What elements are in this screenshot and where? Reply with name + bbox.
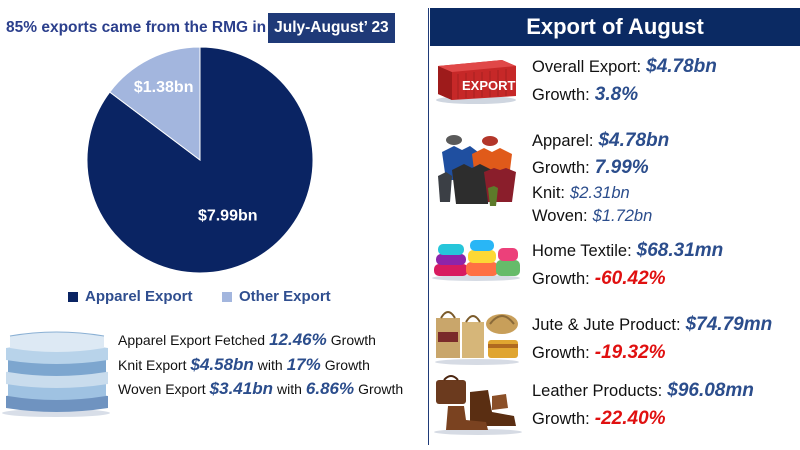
row-value: $1.72bn — [592, 207, 653, 225]
pie-slice-other-export — [109, 46, 201, 162]
rmg-line-value: 6.86% — [305, 379, 355, 398]
legend-label-other: Other Export — [239, 288, 331, 305]
panel-divider — [428, 8, 429, 445]
pie-data-label: $7.99bn — [198, 208, 258, 225]
pie-data-label: $1.38bn — [134, 79, 194, 96]
leather-growth-row: Growth: -22.40% — [532, 408, 666, 430]
row-value: 3.8% — [594, 84, 639, 105]
row-value: $2.31bn — [570, 184, 630, 202]
jute-row: Jute & Jute Product: $74.79mn — [532, 314, 772, 336]
rmg-line-value: $3.41bn — [209, 379, 273, 398]
row-value: $68.31mn — [636, 240, 724, 261]
row-value: $96.08mn — [667, 380, 754, 401]
row-value: -60.42% — [594, 268, 666, 289]
row-label: Growth: — [532, 270, 590, 288]
jute-bags-icon — [435, 311, 519, 365]
apparel-growth-row: Growth: 7.99% — [532, 157, 649, 179]
legend-other: Other Export — [222, 288, 331, 305]
leather-row: Leather Products: $96.08mn — [532, 380, 754, 402]
home-textile-growth-row: Growth: -60.42% — [532, 268, 666, 290]
rmg-line-label: Growth — [358, 381, 404, 397]
row-label: Growth: — [532, 344, 590, 362]
container-label: EXPORT — [462, 78, 516, 93]
row-label: Growth: — [532, 159, 590, 177]
apparel-row: Apparel: $4.78bn — [532, 130, 669, 152]
rmg-line-knit: Knit Export $4.58bn with 17% Growth — [118, 355, 370, 375]
rmg-line-label: Apparel Export Fetched — [118, 332, 266, 348]
row-label: Growth: — [532, 410, 590, 428]
row-value: -22.40% — [594, 408, 666, 429]
legend-swatch-other — [222, 291, 232, 302]
rmg-line-apparel: Apparel Export Fetched 12.46% Growth — [118, 330, 376, 350]
row-label: Woven: — [532, 207, 588, 225]
folded-clothes-image — [2, 331, 110, 417]
row-label: Leather Products: — [532, 382, 663, 400]
chart-title-period: July-August’ 23 — [268, 13, 395, 43]
rmg-line-value: 17% — [286, 355, 321, 374]
overall-export-row: Overall Export: $4.78bn — [532, 56, 717, 78]
row-value: -19.32% — [594, 342, 666, 363]
chart-title-text: 85% exports came from the RMG in — [6, 19, 267, 36]
row-label: Overall Export: — [532, 58, 642, 76]
shipping-container-icon: EXPORT — [436, 60, 516, 104]
row-value: 7.99% — [594, 157, 649, 178]
row-label: Knit: — [532, 184, 566, 202]
row-label: Jute & Jute Product: — [532, 316, 681, 334]
rmg-line-value: $4.58bn — [190, 355, 254, 374]
pie-chart: $7.99bn $1.38bn — [86, 46, 314, 274]
row-value: $4.78bn — [598, 130, 670, 151]
row-value: $74.79mn — [685, 314, 773, 335]
rmg-line-value: 12.46% — [269, 330, 327, 349]
woven-row: Woven: $1.72bn — [532, 207, 652, 226]
row-value: $4.78bn — [646, 56, 717, 77]
chart-title: 85% exports came from the RMG in July-Au… — [6, 13, 395, 43]
home-textile-row: Home Textile: $68.31mn — [532, 240, 723, 262]
legend-swatch-apparel — [68, 291, 78, 302]
rmg-line-label: Growth — [324, 357, 370, 373]
rmg-line-woven: Woven Export $3.41bn with 6.86% Growth — [118, 379, 403, 399]
rmg-line-label: Woven Export — [118, 381, 206, 397]
apparel-clothes-icon — [438, 135, 516, 206]
rmg-line-label: with — [257, 357, 283, 373]
towels-icon — [432, 240, 520, 281]
jute-growth-row: Growth: -19.32% — [532, 342, 666, 364]
rmg-line-label: Growth — [330, 332, 376, 348]
legend-label-apparel: Apparel Export — [85, 288, 193, 305]
row-label: Growth: — [532, 86, 590, 104]
rmg-line-label: Knit Export — [118, 357, 187, 373]
row-label: Apparel: — [532, 132, 594, 150]
row-label: Home Textile: — [532, 242, 632, 260]
leather-products-icon — [434, 375, 522, 435]
knit-row: Knit: $2.31bn — [532, 184, 630, 203]
legend-apparel: Apparel Export — [68, 288, 193, 305]
rmg-line-label: with — [276, 381, 302, 397]
overall-growth-row: Growth: 3.8% — [532, 84, 638, 106]
panel-header: Export of August — [430, 8, 800, 46]
